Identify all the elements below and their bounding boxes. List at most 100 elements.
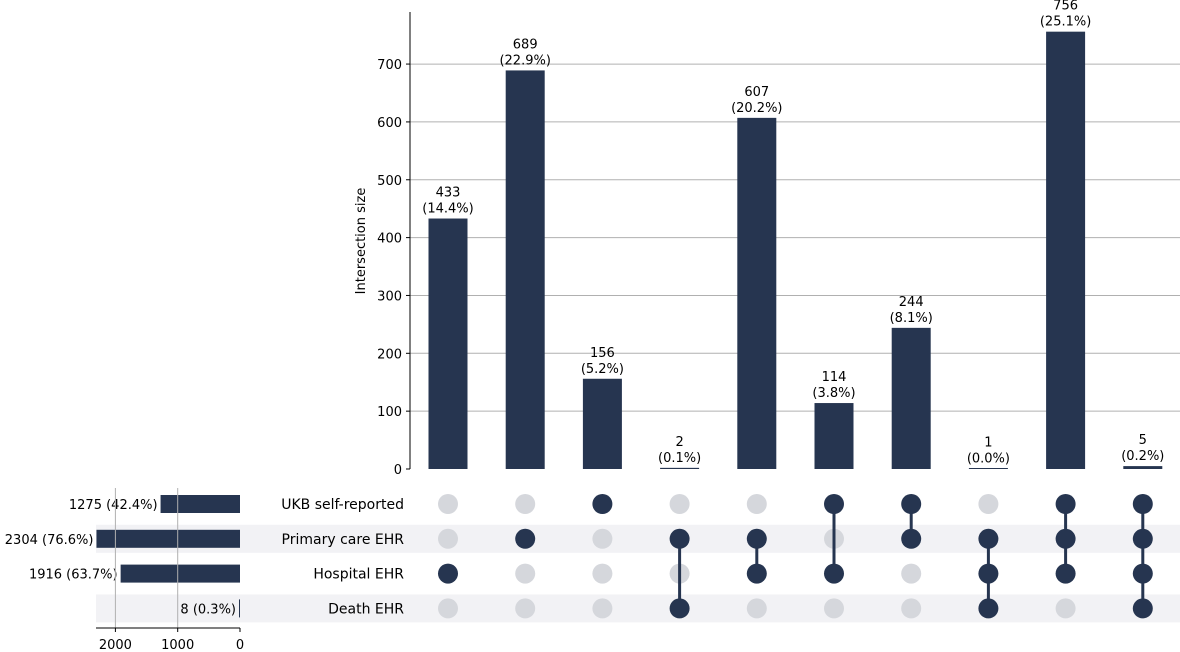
matrix-dot-inactive (1055, 598, 1076, 619)
matrix-dot-inactive (438, 494, 458, 514)
matrix-dot-active (669, 598, 690, 619)
matrix-dot-active (1055, 494, 1076, 514)
y-tick-label: 0 (394, 463, 402, 478)
intersection-bar (428, 218, 468, 469)
set-size-bars: 1275 (42.4%) 2304 (76.6%) 1916 (63.7%) 8 (0… (5, 495, 240, 618)
bar-percent-label: (3.8%) (812, 386, 855, 401)
matrix-dot-inactive (592, 598, 613, 619)
set-size-tick-label: 1000 (161, 638, 194, 652)
bar-percent-label: (0.0%) (967, 451, 1010, 466)
matrix-dot-inactive (901, 598, 922, 619)
y-axis: 0 100 200 300 400 500 600 700 (377, 12, 411, 478)
matrix-dot-active (515, 528, 536, 549)
intersection-bar (1046, 31, 1086, 469)
matrix-dot-inactive (438, 528, 458, 549)
bar-count-label: 244 (899, 295, 924, 310)
matrix-dot-inactive (824, 598, 844, 619)
bar-count-label: 156 (590, 346, 615, 361)
bar-count-label: 2 (675, 435, 683, 450)
set-name-label: Primary care EHR (282, 532, 405, 548)
matrix-dot-active (746, 528, 767, 549)
bar-count-label: 689 (513, 37, 538, 52)
intersection-bar (1123, 466, 1163, 469)
bar-percent-label: (14.4%) (422, 202, 473, 217)
matrix-dot-inactive (515, 494, 536, 514)
set-size-axis: 2000 1000 0 (96, 488, 244, 652)
set-row-stripes (96, 524, 1180, 623)
matrix-dot-active (824, 494, 844, 514)
intersection-bar (660, 467, 700, 469)
set-name-label: Hospital EHR (313, 567, 404, 583)
y-tick-label: 600 (377, 116, 402, 131)
intersection-bar (505, 70, 545, 470)
matrix-dot-inactive (746, 598, 767, 619)
bar-percent-label: (25.1%) (1040, 15, 1091, 30)
matrix-dot-inactive (515, 598, 536, 619)
matrix-dot-active (1055, 528, 1076, 549)
set-size-tick-label: 0 (236, 638, 244, 652)
set-name-label: UKB self-reported (281, 497, 404, 513)
matrix-dot-active (978, 598, 999, 619)
set-size-label: 2304 (76.6%) (5, 533, 94, 548)
matrix-dot-inactive (901, 563, 922, 584)
set-size-bar (160, 495, 240, 513)
intersection-labels: 433(14.4%)689(22.9%)156(5.2%)2(0.1%)607(… (422, 0, 1164, 466)
matrix-dot-active (901, 528, 922, 549)
intersection-bar (814, 403, 854, 469)
set-size-tick-label: 2000 (99, 638, 132, 652)
matrix-dot-inactive (515, 563, 536, 584)
matrix-dot-active (978, 563, 999, 584)
y-tick-label: 400 (377, 232, 402, 247)
intersection-bar (582, 378, 622, 469)
matrix-dot-inactive (592, 563, 613, 584)
set-size-bar (96, 529, 240, 548)
matrix-dot-active (592, 494, 613, 514)
bar-percent-label: (22.9%) (499, 53, 550, 68)
bar-count-label: 114 (822, 370, 847, 385)
set-size-bar (120, 564, 240, 583)
bar-count-label: 607 (744, 85, 769, 100)
set-size-label: 1916 (63.7%) (29, 568, 118, 583)
matrix-dot-inactive (978, 494, 999, 514)
set-row-stripe (96, 594, 1180, 623)
bar-percent-label: (20.2%) (731, 101, 782, 116)
matrix-dot-inactive (592, 528, 613, 549)
matrix-dot-active (438, 563, 458, 584)
set-size-label: 8 (0.3%) (180, 602, 236, 617)
bar-count-label: 5 (1139, 433, 1147, 448)
bar-count-label: 433 (436, 186, 461, 201)
matrix-dot-active (1132, 528, 1153, 549)
matrix-dot-active (1132, 494, 1153, 514)
y-tick-label: 500 (377, 174, 402, 189)
bar-percent-label: (0.2%) (1121, 449, 1164, 464)
matrix-dot-active (1055, 563, 1076, 584)
matrix-dot-active (669, 528, 690, 549)
matrix-dot-active (1132, 598, 1153, 619)
matrix-dot-active (824, 563, 844, 584)
y-tick-label: 700 (377, 58, 402, 73)
y-axis-label: Intersection size (354, 188, 369, 295)
membership-matrix (438, 494, 1153, 619)
bar-percent-label: (5.2%) (581, 362, 624, 377)
y-tick-label: 200 (377, 347, 402, 362)
matrix-dot-inactive (438, 598, 458, 619)
set-name-label: Death EHR (328, 601, 404, 617)
set-size-bar (239, 599, 240, 618)
matrix-dot-active (1132, 563, 1153, 584)
intersection-bars (428, 31, 1163, 470)
bar-percent-label: (8.1%) (890, 311, 933, 326)
set-names: UKB self-reported Primary care EHR Hospita… (281, 497, 404, 617)
y-tick-label: 300 (377, 289, 402, 304)
bar-percent-label: (0.1%) (658, 451, 701, 466)
matrix-dot-active (978, 528, 999, 549)
y-tick-label: 100 (377, 405, 402, 420)
matrix-dot-inactive (746, 494, 767, 514)
bar-count-label: 756 (1053, 0, 1078, 14)
matrix-dot-active (746, 563, 767, 584)
intersection-bar (891, 327, 931, 469)
matrix-dot-active (901, 494, 922, 514)
set-size-label: 1275 (42.4%) (69, 498, 158, 513)
bar-count-label: 1 (984, 435, 992, 450)
set-row-stripe (96, 524, 1180, 553)
